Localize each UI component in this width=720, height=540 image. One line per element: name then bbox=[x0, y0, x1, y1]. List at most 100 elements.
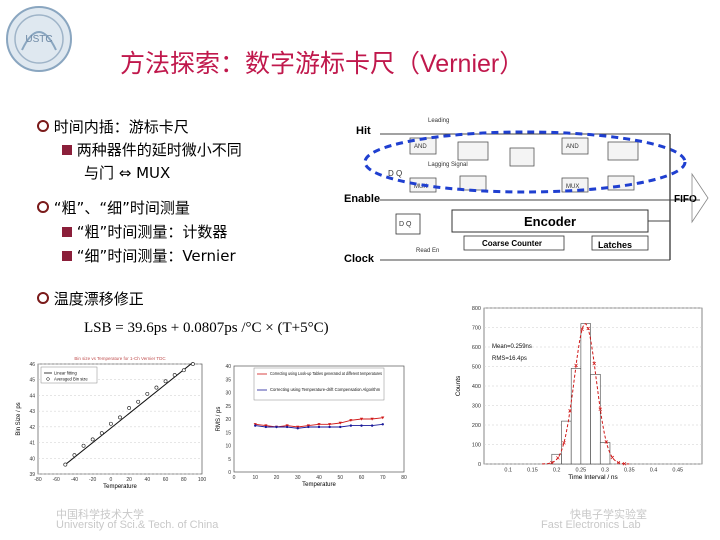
x-tick-label: 0.35 bbox=[624, 468, 635, 474]
square-bullet-icon bbox=[62, 227, 72, 237]
bullet-2: “粗”、“细”时间测量 bbox=[37, 197, 190, 218]
footer-left-cn: 中国科学技术大学 bbox=[56, 509, 144, 521]
data-point bbox=[328, 425, 331, 429]
data-point bbox=[118, 415, 122, 420]
data-point bbox=[317, 425, 321, 429]
data-point bbox=[360, 424, 363, 427]
x-tick-label: 0.15 bbox=[527, 468, 538, 474]
x-tick-label: 0 bbox=[233, 475, 236, 481]
x-tick-label: 0.4 bbox=[650, 468, 658, 474]
data-point bbox=[63, 462, 68, 467]
y-tick-label: 40 bbox=[29, 456, 35, 462]
bullet-2-sub-2: “细”时间测量：Vernier bbox=[62, 245, 236, 266]
data-point bbox=[99, 431, 104, 436]
data-point bbox=[338, 421, 342, 425]
ustc-logo: USTC bbox=[4, 4, 74, 74]
vernier-circuit-diagram: Hit Enable Clock Leading Lagging Signal … bbox=[340, 110, 712, 272]
and-gate-label: AND bbox=[566, 144, 579, 150]
data-point bbox=[328, 423, 332, 426]
enable-label: Enable bbox=[344, 193, 380, 205]
x-tick-label: 70 bbox=[380, 475, 386, 481]
y-tick-label: 600 bbox=[472, 345, 481, 351]
footer-right-en: Fast Electronics Lab bbox=[541, 519, 641, 531]
fit-marker bbox=[562, 441, 566, 445]
y-tick-label: 25 bbox=[225, 404, 231, 410]
data-point bbox=[108, 421, 113, 426]
data-point bbox=[370, 424, 374, 427]
fit-marker bbox=[568, 409, 572, 413]
y-axis-label: RMS / ps bbox=[216, 407, 222, 432]
y-tick-label: 46 bbox=[29, 362, 35, 368]
coarse-counter-label: Coarse Counter bbox=[482, 239, 542, 248]
data-point bbox=[317, 423, 321, 426]
histogram-bar bbox=[561, 420, 572, 465]
legend-box bbox=[40, 366, 98, 384]
x-tick-label: 60 bbox=[359, 475, 365, 481]
legend-label: Correcting using Look-up Tables generate… bbox=[270, 371, 382, 376]
data-point bbox=[381, 416, 385, 420]
y-tick-label: 300 bbox=[472, 404, 481, 410]
data-point bbox=[359, 417, 364, 421]
data-point bbox=[285, 425, 289, 429]
bin-size-chart: 39 40 41 42 43 44 45 46 -80 -60 -40 -20 0 20 40 60 80 100… bbox=[12, 352, 208, 500]
series-line-linear-fitting bbox=[65, 362, 194, 465]
data-point bbox=[190, 362, 195, 366]
data-point bbox=[72, 453, 77, 458]
y-tick-label: 0 bbox=[228, 470, 231, 476]
legend-label: Averaged Bin size bbox=[54, 377, 88, 382]
data-point bbox=[172, 373, 177, 377]
data-point bbox=[349, 419, 353, 422]
x-axis-label: Temperature bbox=[302, 482, 336, 488]
legend-label: Correcting using Temperature-drift Compe… bbox=[270, 387, 381, 392]
fit-marker bbox=[580, 327, 584, 332]
lagging-label: Lagging Signal bbox=[428, 162, 468, 168]
data-point bbox=[307, 425, 310, 429]
fit-marker bbox=[598, 407, 603, 411]
histogram-bar bbox=[580, 323, 591, 465]
y-tick-label: 41 bbox=[29, 441, 35, 447]
fit-marker bbox=[586, 326, 590, 331]
lsb-formula: LSB = 39.6ps + 0.0807ps /°C × (T+5°C) bbox=[84, 320, 329, 336]
title-en: Vernier bbox=[420, 50, 500, 78]
data-point bbox=[381, 423, 384, 426]
y-tick-label: 200 bbox=[472, 423, 481, 429]
data-point bbox=[254, 424, 257, 427]
bullet-1-sub-1-text: 两种器件的延时微小不同 bbox=[76, 141, 242, 159]
rms-chart: 0 5 10 15 20 25 30 35 40 0 10 20 30 40 50 60 70 80 Tempera… bbox=[212, 360, 412, 500]
footer-right-cn: 快电子学实验室 bbox=[570, 509, 647, 521]
logo-text: USTC bbox=[25, 34, 52, 45]
x-tick-label: 0.45 bbox=[672, 468, 683, 474]
y-tick-label: 500 bbox=[472, 365, 481, 371]
histogram-bar bbox=[599, 442, 611, 465]
bullet-2-text: “粗”、“细”时间测量 bbox=[53, 199, 190, 217]
encoder-label: Encoder bbox=[524, 214, 576, 229]
bullet-1-sub-2-text: 与门 ⇔ MUX bbox=[84, 164, 171, 182]
y-tick-label: 40 bbox=[225, 364, 231, 370]
fit-marker bbox=[610, 455, 615, 460]
y-tick-label: 20 bbox=[225, 417, 231, 423]
x-tick-label: -60 bbox=[53, 477, 60, 483]
x-tick-label: -80 bbox=[34, 477, 41, 483]
legend-box bbox=[253, 367, 385, 401]
x-tick-label: 40 bbox=[316, 475, 322, 481]
x-tick-label: 50 bbox=[337, 475, 343, 481]
x-axis-label: Temperature bbox=[103, 484, 137, 490]
title-close: ） bbox=[499, 49, 525, 78]
x-axis-label: Time Interval / ns bbox=[568, 474, 618, 481]
dq-label: D Q bbox=[388, 169, 402, 178]
x-tick-label: 60 bbox=[163, 477, 169, 483]
x-tick-label: 0.3 bbox=[601, 468, 609, 474]
bullet-2-sub-2-text: “细”时间测量：Vernier bbox=[76, 247, 236, 265]
y-tick-label: 800 bbox=[472, 306, 481, 312]
data-point bbox=[154, 385, 159, 390]
fifo-arrow-icon bbox=[691, 172, 709, 224]
x-tick-label: 40 bbox=[145, 477, 151, 483]
x-tick-label: 0.2 bbox=[553, 468, 561, 474]
hit-label: Hit bbox=[356, 125, 371, 137]
bullet-2-sub-1-text: “粗”时间测量：计数器 bbox=[76, 223, 228, 241]
y-tick-label: 10 bbox=[225, 444, 231, 450]
bullet-1-sub-1: 两种器件的延时微小不同 bbox=[62, 139, 242, 160]
y-tick-label: 39 bbox=[29, 472, 35, 478]
bullet-3: 温度漂移修正 bbox=[37, 288, 144, 309]
data-point bbox=[127, 406, 132, 410]
